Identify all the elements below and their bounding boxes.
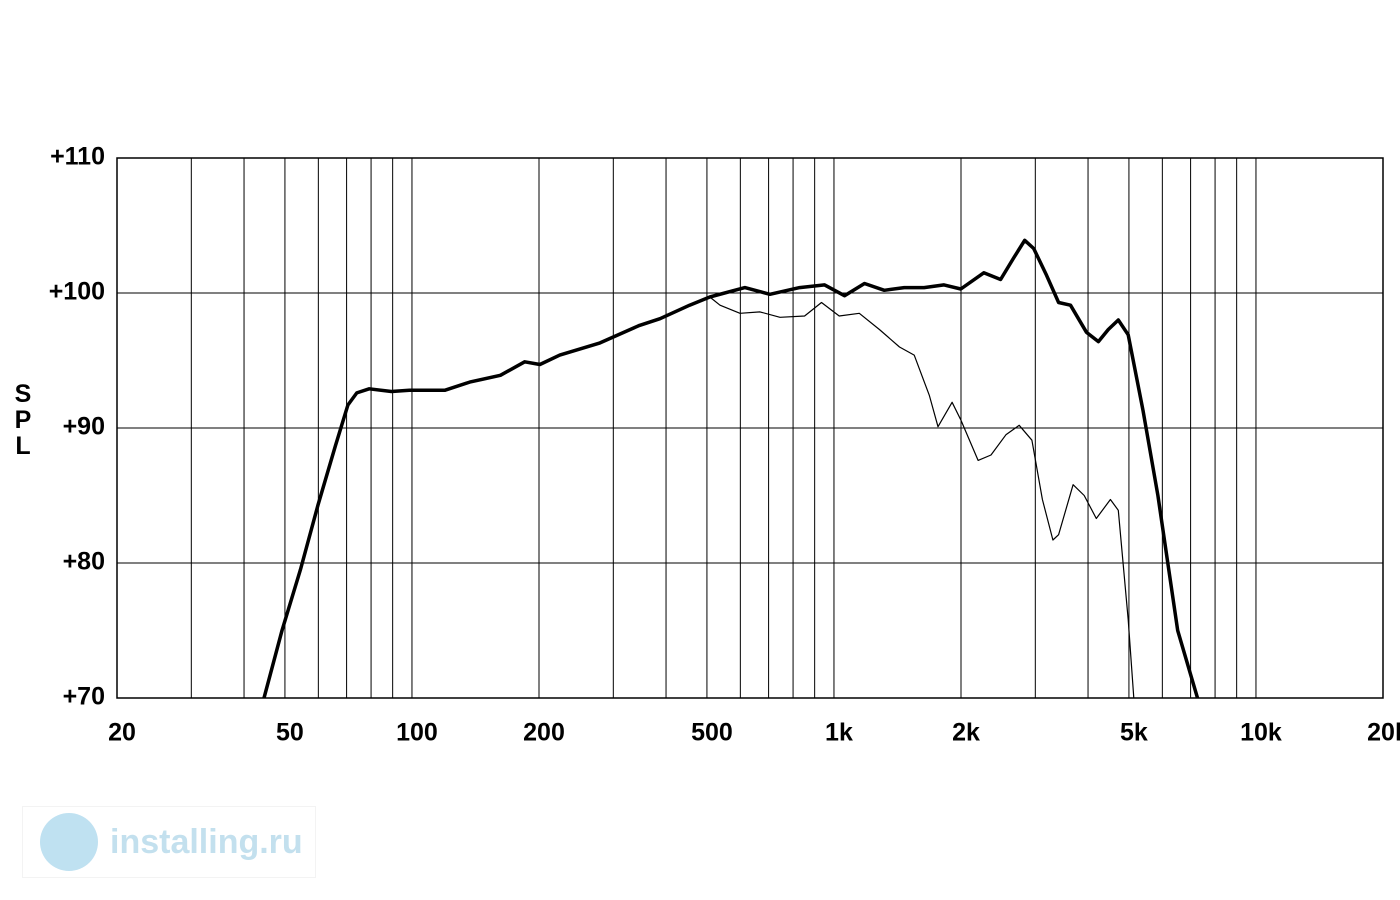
x-tick-label: 2k [952, 719, 980, 747]
x-tick-label: 50 [276, 719, 304, 747]
x-tick-label: 20k [1367, 719, 1400, 747]
series-line [262, 238, 1200, 699]
plot-frame [116, 157, 1384, 699]
y-tick-label: +80 [63, 548, 105, 576]
watermark-box: installing.ru [22, 806, 316, 878]
y-tick-label: +70 [63, 683, 105, 711]
y-tick-label: +90 [63, 413, 105, 441]
x-tick-label: 1k [825, 719, 853, 747]
y-tick-label: +110 [50, 143, 105, 171]
x-tick-label: 10k [1240, 719, 1282, 747]
watermark: installing.ru [110, 822, 303, 861]
x-tick-label: 100 [396, 719, 438, 747]
x-tick-label: 5k [1120, 719, 1148, 747]
y-axis-label: SPL [9, 380, 37, 458]
x-tick-label: 200 [523, 719, 565, 747]
watermark-logo [40, 813, 98, 871]
x-tick-label: 500 [691, 719, 733, 747]
y-tick-label: +100 [49, 278, 105, 306]
x-tick-label: 20 [108, 719, 136, 747]
series-line [709, 296, 1135, 699]
